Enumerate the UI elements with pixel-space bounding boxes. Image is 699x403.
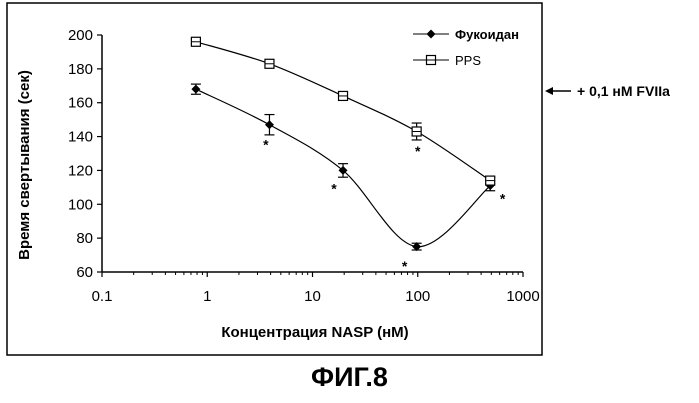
x-tick-label: 1000 [506,288,539,305]
legend-label-pps: PPS [455,53,481,68]
significance-asterisk: * [263,136,269,152]
y-tick-label: 180 [68,61,93,78]
significance-asterisk: * [500,191,506,207]
x-tick-label: 1 [203,288,211,305]
figure-caption: ФИГ.8 [311,362,388,392]
data-point-diamond [338,165,348,175]
annotation-text: + 0,1 нМ FVIIa [577,83,670,99]
x-tick-label: 0.1 [92,288,113,305]
series-line-1 [195,41,491,182]
x-axis-title: Концентрация NASP (нМ) [221,324,408,341]
chart-frame [6,2,543,356]
legend-label-fucoidan: Фукоидан [455,27,519,42]
significance-marks: * * * * * [263,136,506,274]
significance-asterisk: * [415,143,421,159]
series-layer [190,36,496,252]
axis-ticks: 60 80 100 120 140 160 180 200 0.1 1 10 100 1000 [68,27,540,305]
y-tick-label: 200 [68,27,93,44]
y-tick-label: 140 [68,129,93,146]
data-point-diamond [264,120,274,130]
x-tick-label: 10 [304,288,321,305]
legend: Фукоидан PPS [413,27,519,68]
legend-marker-diamond [426,29,436,39]
y-tick-label: 160 [68,95,93,112]
y-tick-label: 120 [68,162,93,179]
y-tick-label: 100 [68,196,93,213]
annotation-arrow-icon [545,87,553,95]
y-axis-title: Время свертывания (сек) [16,70,33,260]
fviia-annotation: + 0,1 нМ FVIIa [545,83,670,99]
data-point-diamond [412,242,422,252]
significance-asterisk: * [331,180,337,196]
data-point-diamond [191,84,201,94]
y-tick-label: 80 [76,230,93,247]
y-tick-label: 60 [76,264,93,281]
x-tick-label: 100 [405,288,430,305]
significance-asterisk: * [402,258,408,274]
